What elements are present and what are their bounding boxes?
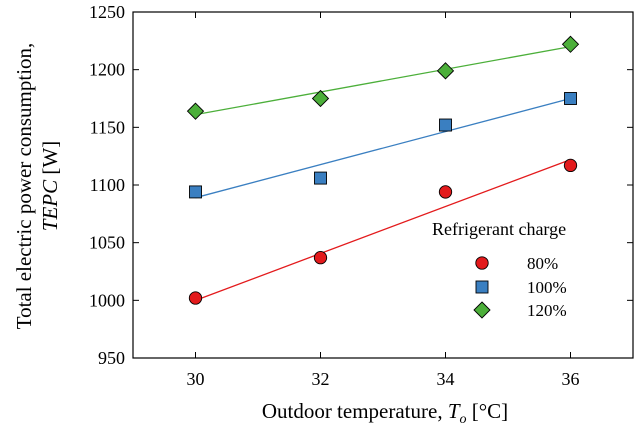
data-point-square xyxy=(564,92,577,105)
data-point-circle xyxy=(438,185,453,199)
data-point-square xyxy=(439,118,452,132)
legend-label: 100% xyxy=(527,278,567,297)
fit-line-circle xyxy=(195,159,571,301)
y-axis-label-line2-text: TEPC [W] xyxy=(38,141,62,231)
y-tick-label: 1200 xyxy=(89,60,125,80)
y-tick-label: 1050 xyxy=(89,233,125,253)
x-tick-label: 32 xyxy=(312,369,330,389)
x-tick-label: 30 xyxy=(187,369,205,389)
y-axis-label-line1: Total electric power consumption, xyxy=(12,43,36,330)
y-tick-label: 1000 xyxy=(89,290,125,310)
y-tick-label: 950 xyxy=(98,348,125,368)
fit-line-diamond xyxy=(195,45,571,116)
x-tick-label: 34 xyxy=(437,369,455,389)
data-point-square xyxy=(189,185,202,199)
x-axis-subscript: o xyxy=(460,412,467,427)
data-point-circle xyxy=(188,291,203,305)
y-tick-label: 1250 xyxy=(89,2,125,22)
data-point-circle xyxy=(313,251,328,265)
x-tick-label: 36 xyxy=(562,369,580,389)
y-tick-label: 1150 xyxy=(90,117,125,137)
legend-label: 80% xyxy=(527,254,558,273)
data-point-diamond xyxy=(311,89,330,108)
y-axis-symbol: TEPC xyxy=(38,179,62,231)
y-tick-label: 1100 xyxy=(90,175,125,195)
data-point-diamond xyxy=(186,102,205,120)
y-axis-label-line1-text: Total electric power consumption, xyxy=(12,43,36,330)
data-point-diamond xyxy=(436,62,455,80)
x-axis-label: Outdoor temperature, To [°C] xyxy=(262,399,508,427)
legend-label: 120% xyxy=(527,301,567,320)
data-point-square xyxy=(314,171,327,185)
x-axis-unit: [°C] xyxy=(467,399,509,423)
fit-line-square xyxy=(195,97,571,199)
y-axis-label-line2: TEPC [W] xyxy=(38,141,62,231)
legend-marker-square xyxy=(475,280,489,294)
legend: Refrigerant charge 80% 100% 120% xyxy=(432,219,567,320)
legend-marker-diamond xyxy=(473,301,491,319)
data-point-diamond xyxy=(561,35,580,53)
x-axis-label-text: Outdoor temperature, xyxy=(262,399,448,423)
legend-marker-circle xyxy=(475,256,489,270)
y-axis-unit: [W] xyxy=(38,141,62,180)
legend-title: Refrigerant charge xyxy=(432,219,566,239)
axes: 30 32 34 36 950 1000 1050 1100 1150 1200 1250 xyxy=(89,2,634,389)
x-axis-symbol: T xyxy=(448,399,461,423)
data-point-circle xyxy=(563,158,578,173)
fit-lines xyxy=(195,45,571,301)
data-markers xyxy=(186,35,580,305)
